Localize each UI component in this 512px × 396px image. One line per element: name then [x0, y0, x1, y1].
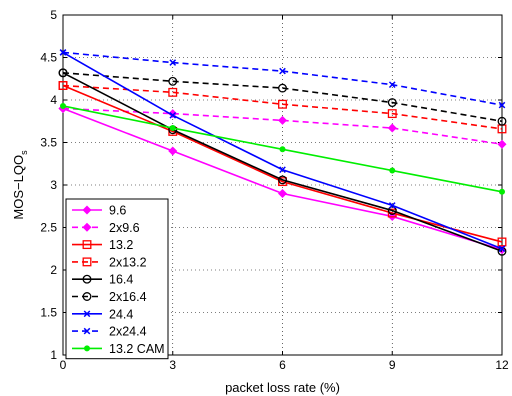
y-tick-label: 3 [50, 178, 57, 192]
y-axis-label-group: MOS−LQOs [11, 150, 29, 220]
y-axis-label: MOS−LQOs [11, 150, 29, 220]
data-point [279, 67, 286, 75]
legend-marker [82, 292, 92, 301]
legend-label: 2x13.2 [109, 255, 147, 269]
data-point [168, 146, 178, 156]
y-tick-label: 4 [50, 93, 57, 107]
legend-marker [82, 205, 92, 215]
y-axis-label-main: MOS−LQO [11, 155, 26, 220]
legend-item: 16.4 [72, 273, 133, 287]
data-point [278, 175, 287, 185]
series-6 [58, 68, 507, 126]
data-point [169, 59, 177, 66]
legend-label: 13.2 CAM [109, 342, 165, 356]
data-point [277, 188, 288, 199]
legend-item: 2x13.2 [72, 255, 147, 269]
legend-label: 2x9.6 [109, 221, 140, 235]
series-8 [59, 49, 506, 109]
legend-label: 13.2 [109, 238, 133, 252]
x-tick-label: 3 [169, 358, 176, 372]
data-point [169, 111, 177, 119]
data-point [59, 49, 67, 56]
x-tick-label: 12 [495, 358, 509, 372]
legend-label: 2x16.4 [109, 290, 147, 304]
legend-item: 2x9.6 [72, 221, 140, 235]
data-point [169, 125, 176, 132]
legend-label: 9.6 [109, 204, 126, 218]
data-point [498, 101, 506, 109]
legend-marker [84, 345, 90, 352]
series-line [62, 72, 503, 123]
legend-item: 24.4 [72, 307, 133, 321]
data-point [389, 167, 396, 174]
y-tick-label: 2 [50, 263, 57, 277]
y-tick-label: 1.5 [40, 306, 57, 320]
data-point [279, 146, 286, 153]
x-tick-label: 6 [279, 358, 286, 372]
data-point [387, 208, 397, 218]
data-point [388, 81, 396, 89]
data-point [497, 139, 507, 149]
x-tick-label: 0 [60, 358, 67, 372]
data-point [278, 83, 287, 93]
y-tick-label: 4.5 [40, 51, 57, 65]
series-line [62, 72, 503, 253]
data-point [497, 116, 507, 126]
series-9 [60, 102, 505, 195]
data-point [278, 99, 287, 109]
legend-label: 16.4 [109, 273, 133, 287]
data-point [387, 206, 397, 215]
data-point [387, 109, 397, 119]
legend-label: 24.4 [109, 307, 133, 321]
series-line [62, 51, 503, 106]
legend-item: 9.6 [72, 204, 126, 218]
series-line [62, 107, 503, 145]
data-point [60, 102, 66, 109]
series-line [62, 84, 503, 243]
legend-item: 13.2 CAM [72, 342, 165, 356]
data-point [168, 87, 178, 97]
legend-marker [82, 274, 92, 284]
legend-item: 13.2 [72, 238, 133, 252]
data-point [58, 81, 68, 90]
data-point [279, 166, 286, 174]
data-point [58, 68, 68, 78]
data-point [497, 246, 507, 256]
series-layer [58, 49, 507, 256]
legend-label: 2x24.4 [109, 325, 147, 339]
y-tick-label: 5 [50, 8, 57, 22]
data-point [498, 245, 506, 253]
legend-marker [83, 310, 91, 318]
data-point [388, 202, 396, 209]
data-point [499, 188, 505, 195]
legend-marker [82, 222, 92, 232]
data-point [277, 115, 288, 125]
y-axis-label-subscript: s [19, 150, 29, 155]
series-line [62, 84, 503, 130]
legend-marker [83, 327, 91, 335]
y-tick-label: 3.5 [40, 136, 57, 150]
data-point [497, 237, 507, 247]
x-tick-label: 9 [389, 358, 396, 372]
y-tick-label: 1 [50, 348, 57, 362]
legend: 9.6 2x9.6 13.2 2x13.2 16.4 2x16.4 24.4 2x24.4 13… [65, 198, 169, 360]
data-point [387, 123, 397, 133]
legend-marker [82, 257, 92, 267]
x-axis-label: packet loss rate (%) [225, 380, 340, 395]
data-point [168, 76, 178, 86]
legend-marker [82, 240, 92, 250]
legend-item: 2x16.4 [72, 290, 147, 304]
legend-item: 2x24.4 [72, 325, 147, 339]
data-point [387, 98, 397, 107]
y-tick-label: 2.5 [40, 221, 57, 235]
